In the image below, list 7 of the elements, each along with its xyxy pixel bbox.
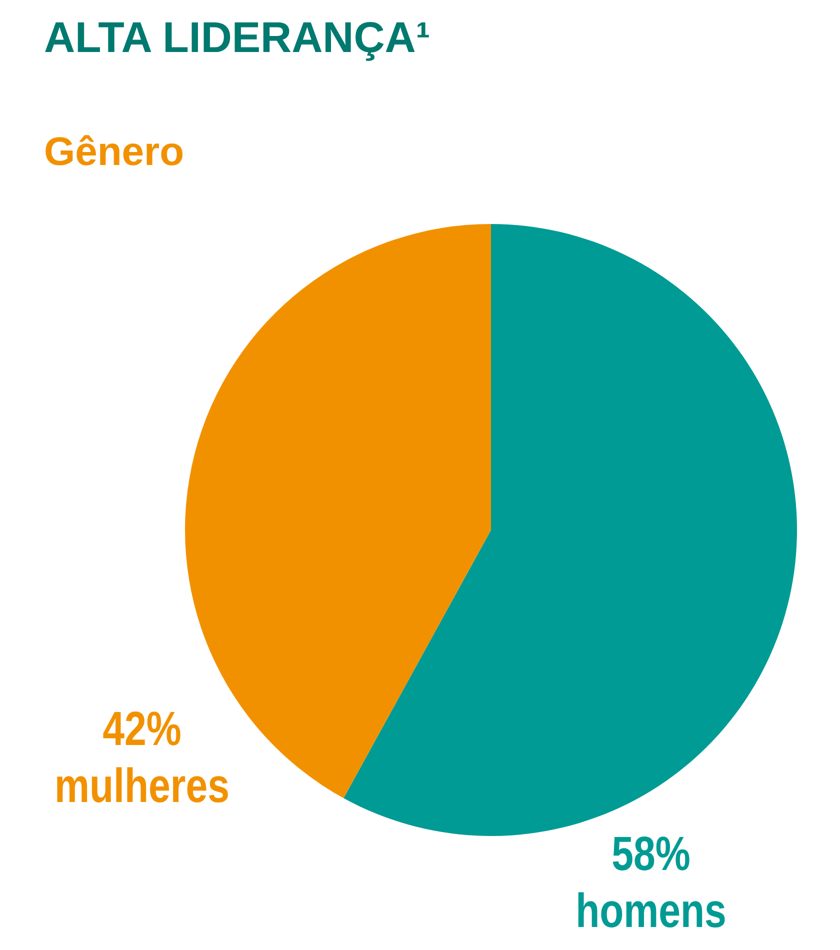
slice-label: mulheres — [54, 759, 230, 813]
data-label: 58% — [612, 827, 690, 881]
data-label: 42% — [102, 702, 182, 756]
chart-title: ALTA LIDERANÇA¹ — [44, 14, 430, 63]
slice-label: homens — [576, 884, 726, 938]
pie-slice — [344, 224, 796, 836]
chart-subtitle: Gênero — [44, 130, 184, 175]
